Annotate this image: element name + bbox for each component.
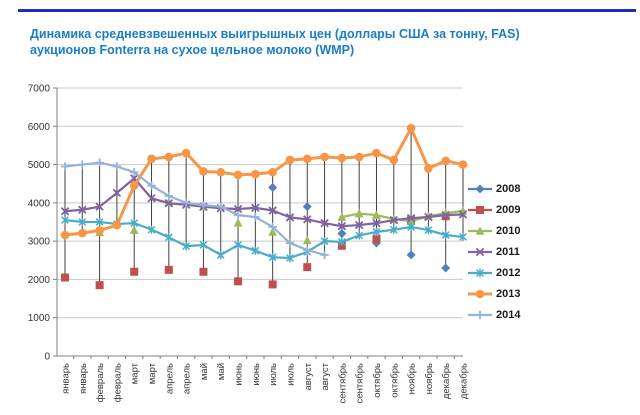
legend-label-2011: 2011 xyxy=(496,245,520,258)
legend-marker-2008 xyxy=(468,184,492,193)
legend-label-2014: 2014 xyxy=(496,308,521,321)
x-tick-label: январь xyxy=(61,363,72,394)
y-tick-label: 4000 xyxy=(28,198,51,209)
legend-marker-2009 xyxy=(468,205,492,214)
legend-label-2008: 2008 xyxy=(496,182,521,195)
chart-title: Динамика средневзвешенных выигрышных цен… xyxy=(30,26,590,59)
y-tick-label: 5000 xyxy=(28,160,51,171)
x-tick-label: декабрь xyxy=(441,363,452,399)
x-tick-label: декабрь xyxy=(459,363,470,399)
x-tick-label: июнь xyxy=(251,363,262,386)
y-tick-label: 3000 xyxy=(28,237,51,248)
x-tick-label: ноябрь xyxy=(407,363,418,394)
x-tick-label: ноябрь xyxy=(424,363,435,394)
x-tick-label: сентябрь xyxy=(355,363,366,403)
gridlines xyxy=(53,87,463,357)
x-tick-label: январь xyxy=(78,363,89,394)
x-tick-label: июль xyxy=(285,363,296,386)
x-tick-label: июль xyxy=(268,363,279,386)
legend-item-2011: 2011 xyxy=(467,241,547,262)
legend-marker-2013 xyxy=(468,289,492,298)
chart-legend: 2008 2009 2010 2011 2012 2013 2014 xyxy=(467,178,547,325)
legend-marker-2014 xyxy=(468,310,492,319)
x-tick-label: февраль xyxy=(112,363,123,402)
y-tick-label: 1000 xyxy=(28,313,51,324)
legend-item-2008: 2008 xyxy=(467,178,547,199)
x-tick-label: октябрь xyxy=(389,363,400,398)
x-tick-label: август xyxy=(320,362,331,390)
series-2013 xyxy=(60,123,468,240)
axes xyxy=(56,88,463,359)
chart-area: 0 1000 2000 3000 4000 5000 6000 7000 январь январ… xyxy=(0,70,640,415)
legend-label-2013: 2013 xyxy=(496,287,521,300)
x-tick-label: сентябрь xyxy=(337,363,348,403)
x-tick-label: июнь xyxy=(234,363,245,386)
top-rule xyxy=(18,9,636,12)
x-tick-label: май xyxy=(199,363,210,380)
legend-item-2009: 2009 xyxy=(467,199,547,220)
x-tick-label: апрель xyxy=(164,363,175,394)
legend-item-2012: 2012 xyxy=(467,262,547,283)
legend-marker-2011 xyxy=(468,247,492,256)
x-tick-label: май xyxy=(216,363,227,380)
x-tick-label: август xyxy=(303,362,314,390)
y-axis-labels: 0 1000 2000 3000 4000 5000 6000 7000 xyxy=(28,84,51,363)
x-tick-label: март xyxy=(130,362,141,384)
legend-item-2013: 2013 xyxy=(467,283,547,304)
y-tick-label: 0 xyxy=(44,352,50,363)
legend-item-2014: 2014 xyxy=(467,304,547,325)
legend-item-2010: 2010 xyxy=(467,220,547,241)
legend-label-2012: 2012 xyxy=(496,266,521,279)
chart-title-line-2: аукционов Fonterra на сухое цельное моло… xyxy=(30,43,355,58)
chart-title-line-1: Динамика средневзвешенных выигрышных цен… xyxy=(30,27,520,41)
x-tick-label: март xyxy=(147,362,158,384)
legend-label-2010: 2010 xyxy=(496,224,521,237)
y-tick-label: 7000 xyxy=(28,84,51,95)
legend-marker-2012 xyxy=(468,268,492,277)
legend-label-2009: 2009 xyxy=(496,203,521,216)
x-tick-label: апрель xyxy=(182,363,193,394)
x-tick-label: октябрь xyxy=(372,363,383,398)
series-2014 xyxy=(60,158,329,260)
high-low-lines xyxy=(64,128,464,286)
y-tick-label: 6000 xyxy=(28,122,51,133)
legend-marker-2010 xyxy=(468,225,492,235)
x-tick-label: февраль xyxy=(95,363,106,402)
y-tick-label: 2000 xyxy=(28,275,51,286)
x-axis-labels: январь январь февраль февраль март март апрель… xyxy=(61,362,470,403)
